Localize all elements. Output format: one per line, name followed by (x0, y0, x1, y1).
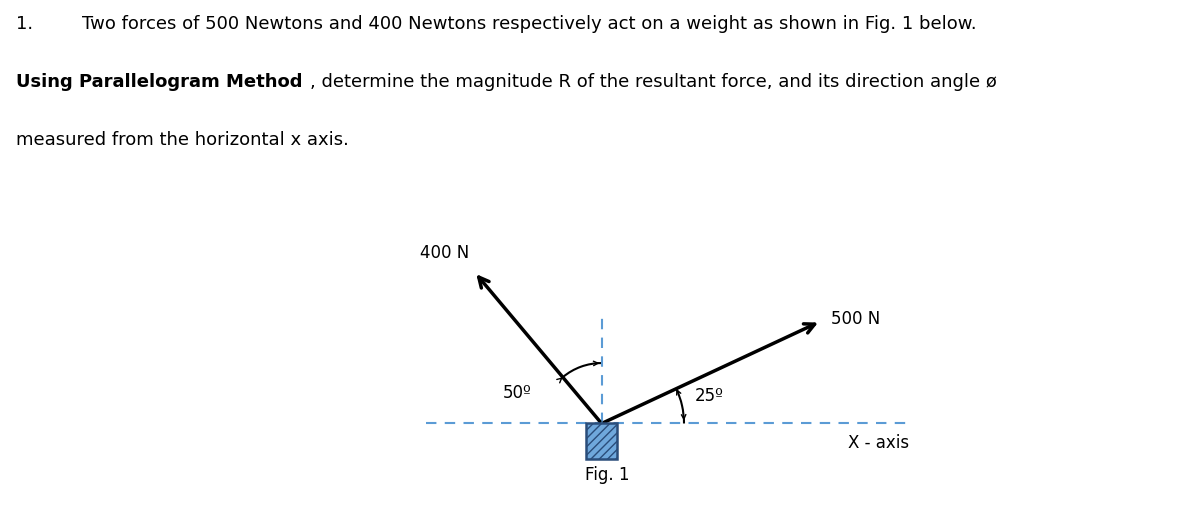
Text: , determine the magnitude R of the resultant force, and its direction angle ø: , determine the magnitude R of the resul… (310, 73, 996, 91)
Text: Two forces of 500 Newtons and 400 Newtons respectively act on a weight as shown : Two forces of 500 Newtons and 400 Newton… (82, 15, 977, 33)
Text: 400 N: 400 N (420, 244, 469, 262)
Text: 1.: 1. (16, 15, 32, 33)
Text: 25º: 25º (695, 387, 724, 405)
Text: measured from the horizontal x axis.: measured from the horizontal x axis. (16, 131, 348, 149)
Text: 50º: 50º (503, 384, 532, 402)
Text: Using Parallelogram Method: Using Parallelogram Method (16, 73, 302, 91)
Text: Fig. 1: Fig. 1 (584, 466, 629, 484)
Bar (587, 424, 617, 459)
Text: 500 N: 500 N (830, 310, 880, 328)
Text: X - axis: X - axis (847, 434, 908, 452)
